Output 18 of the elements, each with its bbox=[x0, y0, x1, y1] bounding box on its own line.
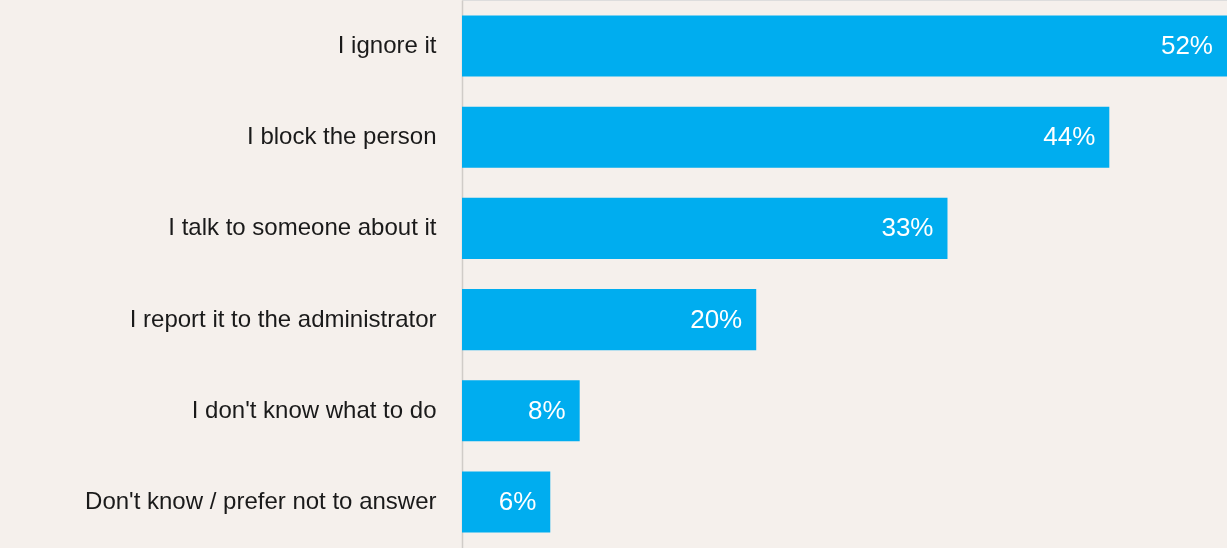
bar bbox=[462, 380, 580, 442]
y-tick-label: Don't know / prefer not to answer bbox=[85, 486, 437, 514]
bar bbox=[462, 289, 757, 351]
data-label: 52% bbox=[1160, 30, 1213, 61]
y-tick-label: I block the person bbox=[247, 122, 437, 150]
y-tick-label: I talk to someone about it bbox=[168, 213, 437, 241]
y-tick-label: I report it to the administrator bbox=[129, 304, 437, 332]
y-tick-label: I don't know what to do bbox=[191, 395, 437, 423]
data-label: 20% bbox=[690, 303, 743, 334]
bar bbox=[462, 197, 948, 259]
data-label: 44% bbox=[1043, 121, 1096, 152]
bar bbox=[462, 15, 1227, 77]
data-label: 6% bbox=[498, 485, 537, 516]
y-tick-label: I ignore it bbox=[337, 31, 437, 59]
bar bbox=[462, 471, 551, 533]
data-label: 8% bbox=[528, 394, 566, 425]
data-label: 33% bbox=[881, 212, 934, 243]
bar bbox=[462, 106, 1110, 168]
